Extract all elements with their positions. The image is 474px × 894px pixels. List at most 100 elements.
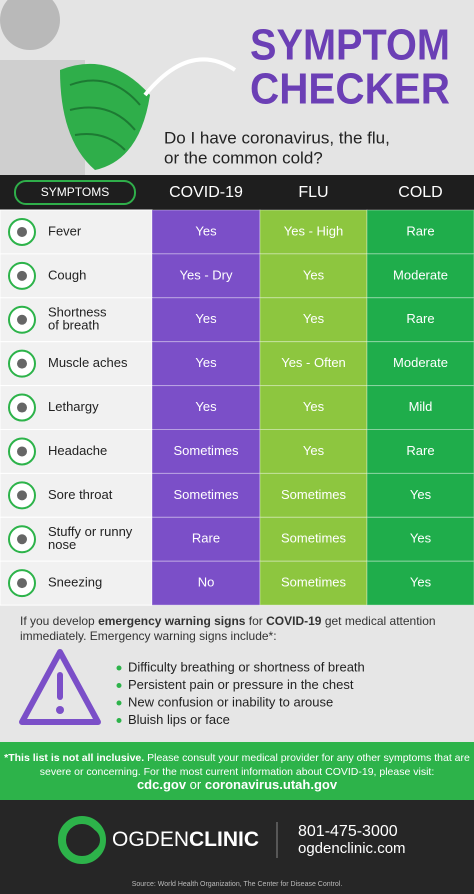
column-header: COVID-19 <box>169 184 243 201</box>
cell-value: Yes <box>195 355 217 370</box>
cell-bg <box>151 560 261 606</box>
column-header: COLD <box>398 184 442 201</box>
cell-value: Yes <box>410 575 432 590</box>
cell-bg <box>259 472 368 518</box>
mask-illustration <box>60 57 237 170</box>
cell-value: Rare <box>406 223 434 238</box>
warning-intro-segment: emergency warning signs <box>98 614 246 628</box>
cell-bg <box>0 253 153 299</box>
footnote-segment: severe or concerning. For the most curre… <box>40 766 435 778</box>
bullet <box>116 665 122 671</box>
cell-bg <box>366 429 474 474</box>
symptom-name: Headache <box>48 443 107 458</box>
symptom-icon-glyph <box>17 314 27 325</box>
cell-value: Mild <box>409 399 433 414</box>
phone: 801-475-3000 <box>298 823 398 840</box>
symptom-name: nose <box>48 537 76 552</box>
symptom-name: Fever <box>48 223 82 238</box>
cell-value: Yes <box>303 267 325 282</box>
cell-bg <box>259 516 368 562</box>
cell-value: Yes <box>410 531 432 546</box>
symptom-name: Cough <box>48 267 86 282</box>
symptom-icon-glyph <box>17 358 27 369</box>
symptom-icon-glyph <box>17 490 27 501</box>
warning-intro: immediately. Emergency warning signs inc… <box>20 629 277 643</box>
symptom-name: Lethargy <box>48 399 99 414</box>
cell-value: Moderate <box>393 355 448 370</box>
cell-bg <box>259 429 368 474</box>
cell-bg <box>151 429 261 474</box>
footnote: *This list is not all inclusive. Please … <box>4 752 470 764</box>
symptom-name: Stuffy or runny <box>48 524 133 539</box>
cell-value: Yes <box>195 399 217 414</box>
cell-value: Rare <box>406 443 434 458</box>
cell-value: Sometimes <box>281 575 347 590</box>
cell-value: Moderate <box>393 267 448 282</box>
logo-word: OGDEN <box>112 828 189 851</box>
symptom-icon-glyph <box>17 578 27 589</box>
column-header: SYMPTOMS <box>41 185 109 199</box>
symptom-icon-glyph <box>17 402 27 413</box>
cell-value: Sometimes <box>281 487 347 502</box>
cell-bg <box>366 472 474 518</box>
symptom-name: Sore throat <box>48 487 113 502</box>
bullet <box>116 700 122 706</box>
title: SYMPTOM <box>250 21 450 70</box>
symptom-name: Muscle aches <box>48 355 128 370</box>
cell-bg <box>366 385 474 431</box>
cell-value: Yes <box>303 311 325 326</box>
warning-icon-bar <box>57 672 63 700</box>
warning-intro-segment: for <box>245 614 266 628</box>
cell-bg <box>366 297 474 343</box>
bullet <box>116 718 122 723</box>
cell-bg <box>151 209 261 255</box>
cell-value: Sometimes <box>173 443 239 458</box>
cell-value: Yes - Often <box>281 355 346 370</box>
cell-value: No <box>198 575 215 590</box>
source: Source: World Health Organization, The C… <box>132 881 343 888</box>
cell-bg <box>366 560 474 606</box>
cell-bg <box>259 253 368 299</box>
cell-bg <box>151 253 261 299</box>
footnote-segment: Please consult your medical provider for… <box>144 752 470 764</box>
symptom-name: Shortness <box>48 305 107 320</box>
cell-value: Yes - Dry <box>180 267 233 282</box>
cell-bg <box>151 297 261 343</box>
warning-item: New confusion or inability to arouse <box>128 694 333 709</box>
cell-bg <box>151 472 261 518</box>
subtitle: Do I have coronavirus, the flu, <box>164 128 390 147</box>
cell-value: Rare <box>192 531 220 546</box>
footnote-segment: cdc.gov <box>137 777 187 792</box>
cell-value: Yes <box>195 223 217 238</box>
column-header: FLU <box>298 184 328 201</box>
warning-intro-segment: immediately. Emergency warning signs inc… <box>20 629 277 643</box>
symptom-icon-glyph <box>17 226 27 237</box>
website: ogdenclinic.com <box>298 840 406 857</box>
warning-intro-segment: get medical attention <box>321 614 435 628</box>
cell-value: Rare <box>406 311 434 326</box>
symptom-icon-glyph <box>17 446 27 457</box>
warning-item: Bluish lips or face <box>128 712 230 727</box>
warning-icon-dot <box>56 706 64 714</box>
warning-item: Difficulty breathing or shortness of bre… <box>128 659 365 674</box>
cell-bg <box>151 516 261 562</box>
cell-value: Yes <box>303 399 325 414</box>
warning-intro-segment: If you develop <box>20 614 98 628</box>
symptom-icon-glyph <box>17 270 27 281</box>
footnote-segment: *This list is not all inclusive. <box>4 752 144 764</box>
subtitle: or the common cold? <box>164 148 323 167</box>
footnote-bg <box>0 742 474 800</box>
cell-value: Yes <box>410 487 432 502</box>
cell-value: Yes <box>195 311 217 326</box>
cell-value: Sometimes <box>281 531 347 546</box>
footnote: severe or concerning. For the most curre… <box>40 766 435 778</box>
warning-item: Persistent pain or pressure in the chest <box>128 677 354 692</box>
footnote: cdc.gov or coronavirus.utah.gov <box>137 777 338 792</box>
footnote-segment: coronavirus.utah.gov <box>205 777 338 792</box>
symptom-name: Sneezing <box>48 575 102 590</box>
logo-mark <box>58 816 106 864</box>
bullet <box>116 683 122 688</box>
footnote-segment: or <box>186 777 205 792</box>
cell-value: Yes - High <box>284 223 344 238</box>
